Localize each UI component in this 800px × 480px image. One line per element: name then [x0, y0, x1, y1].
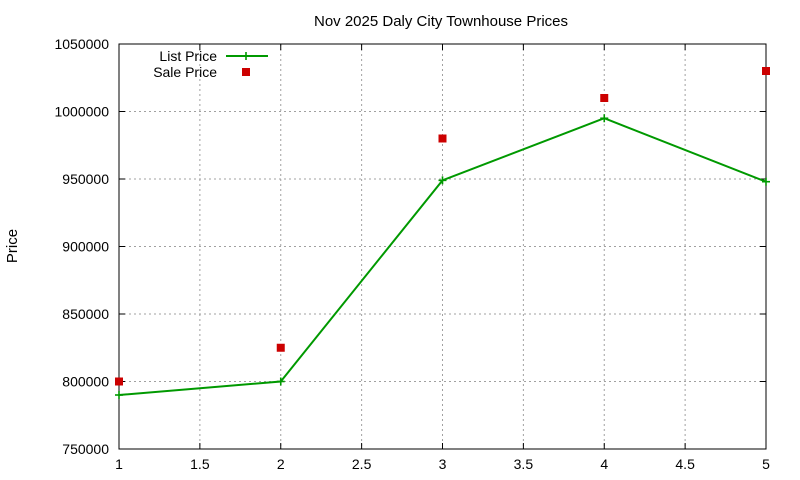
y-tick-label: 850000 — [62, 306, 109, 322]
y-tick-label: 1000000 — [54, 104, 109, 120]
series-list-price — [115, 114, 770, 399]
y-axis-label: Price — [4, 229, 21, 263]
x-tick-label: 5 — [762, 456, 770, 472]
x-tick-label: 1 — [115, 456, 123, 472]
gridlines — [119, 44, 766, 449]
legend-marker-list-price — [242, 52, 250, 60]
x-tick-labels: 1 1.5 2 2.5 3 3.5 4 4.5 5 — [115, 456, 770, 472]
sale-price-point — [276, 343, 285, 352]
legend-label-sale-price: Sale Price — [153, 64, 217, 80]
y-tick-label: 750000 — [62, 441, 109, 457]
legend-marker-sale-price — [242, 68, 250, 76]
y-tick-labels: 750000 800000 850000 900000 950000 1000000 105… — [54, 36, 109, 457]
sale-price-point — [762, 67, 770, 75]
x-tick-label: 2 — [277, 456, 285, 472]
y-tick-label: 1050000 — [54, 36, 109, 52]
x-tick-label: 2.5 — [352, 456, 372, 472]
y-tick-label: 950000 — [62, 171, 109, 187]
sale-price-point — [600, 94, 609, 102]
x-tick-label: 1.5 — [190, 456, 210, 472]
x-tick-label: 4.5 — [675, 456, 695, 472]
chart-title: Nov 2025 Daly City Townhouse Prices — [314, 13, 568, 30]
x-tick-label: 4 — [600, 456, 608, 472]
list-price-point — [276, 377, 285, 386]
axis-ticks — [118, 43, 767, 450]
list-price-point — [438, 176, 447, 185]
y-tick-label: 800000 — [62, 374, 109, 390]
y-tick-label: 900000 — [62, 239, 109, 255]
sale-price-point — [115, 377, 123, 386]
x-tick-label: 3 — [439, 456, 447, 472]
x-tick-label: 3.5 — [514, 456, 534, 472]
legend: List Price Sale Price — [153, 48, 268, 80]
series-layer — [115, 67, 770, 399]
list-price-point — [115, 391, 123, 399]
list-price-point — [600, 114, 609, 123]
legend-label-list-price: List Price — [159, 48, 217, 64]
series-sale-price — [115, 67, 770, 386]
sale-price-point — [438, 134, 447, 143]
list-price-point — [762, 177, 770, 186]
